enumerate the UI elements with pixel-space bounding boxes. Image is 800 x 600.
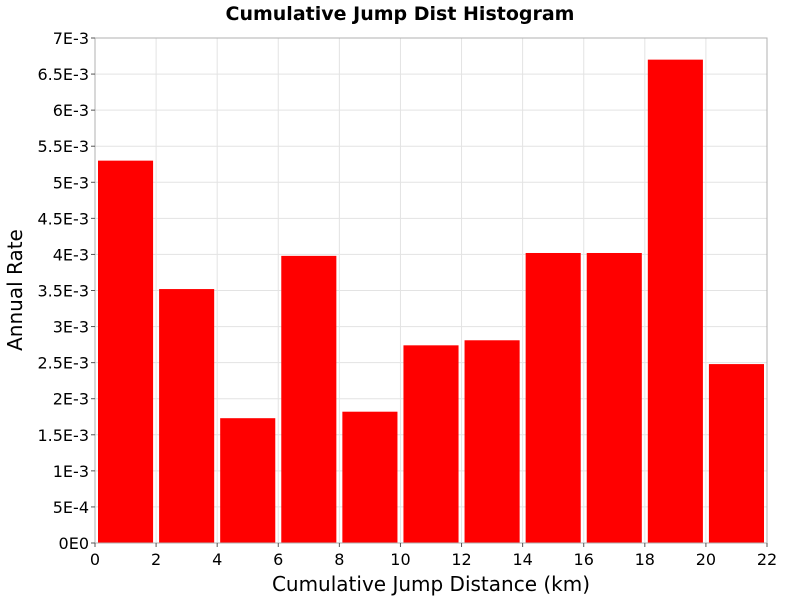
x-tick-label: 6 bbox=[273, 550, 283, 569]
y-tick-label: 3.5E-3 bbox=[37, 282, 89, 301]
chart-title: Cumulative Jump Dist Histogram bbox=[226, 3, 575, 25]
y-tick-label: 3E-3 bbox=[53, 318, 89, 337]
y-tick-label: 2E-3 bbox=[53, 390, 89, 409]
y-tick-label: 5E-4 bbox=[53, 498, 89, 517]
y-tick-label: 5E-3 bbox=[53, 173, 89, 192]
bar bbox=[159, 289, 215, 543]
y-tick-label: 4.5E-3 bbox=[37, 209, 89, 228]
bar bbox=[403, 345, 459, 543]
bar bbox=[708, 364, 764, 543]
bar bbox=[220, 418, 276, 543]
y-tick-label: 7E-3 bbox=[53, 29, 89, 48]
x-axis-ticks: 0 2 4 6 8 10 12 14 16 18 20 22 bbox=[90, 543, 777, 569]
bar bbox=[342, 411, 398, 543]
y-axis-ticks: 0E0 5E-4 1E-3 1.5E-3 2E-3 2.5E-3 3E-3 3.5E-3 4E-… bbox=[37, 29, 95, 553]
x-tick-label: 22 bbox=[757, 550, 777, 569]
y-tick-label: 0E0 bbox=[59, 534, 89, 553]
x-tick-label: 8 bbox=[334, 550, 344, 569]
bar bbox=[647, 59, 703, 544]
x-tick-label: 10 bbox=[390, 550, 410, 569]
y-tick-label: 2.5E-3 bbox=[37, 354, 89, 373]
y-tick-label: 4E-3 bbox=[53, 245, 89, 264]
bar bbox=[281, 255, 337, 543]
bars bbox=[98, 59, 764, 544]
x-tick-label: 14 bbox=[512, 550, 532, 569]
y-tick-label: 5.5E-3 bbox=[37, 137, 89, 156]
y-axis-label: Annual Rate bbox=[3, 229, 27, 351]
y-tick-label: 1E-3 bbox=[53, 462, 89, 481]
y-tick-label: 6E-3 bbox=[53, 101, 89, 120]
x-tick-label: 18 bbox=[635, 550, 655, 569]
bar bbox=[98, 160, 154, 543]
x-tick-label: 16 bbox=[574, 550, 594, 569]
bar bbox=[586, 252, 642, 543]
x-tick-label: 12 bbox=[451, 550, 471, 569]
y-tick-label: 1.5E-3 bbox=[37, 426, 89, 445]
y-tick-label: 6.5E-3 bbox=[37, 65, 89, 84]
x-tick-label: 20 bbox=[696, 550, 716, 569]
x-tick-label: 4 bbox=[212, 550, 222, 569]
bar bbox=[525, 252, 581, 543]
x-axis-label: Cumulative Jump Distance (km) bbox=[272, 572, 590, 596]
x-tick-label: 0 bbox=[90, 550, 100, 569]
bar bbox=[464, 340, 520, 543]
x-tick-label: 2 bbox=[151, 550, 161, 569]
